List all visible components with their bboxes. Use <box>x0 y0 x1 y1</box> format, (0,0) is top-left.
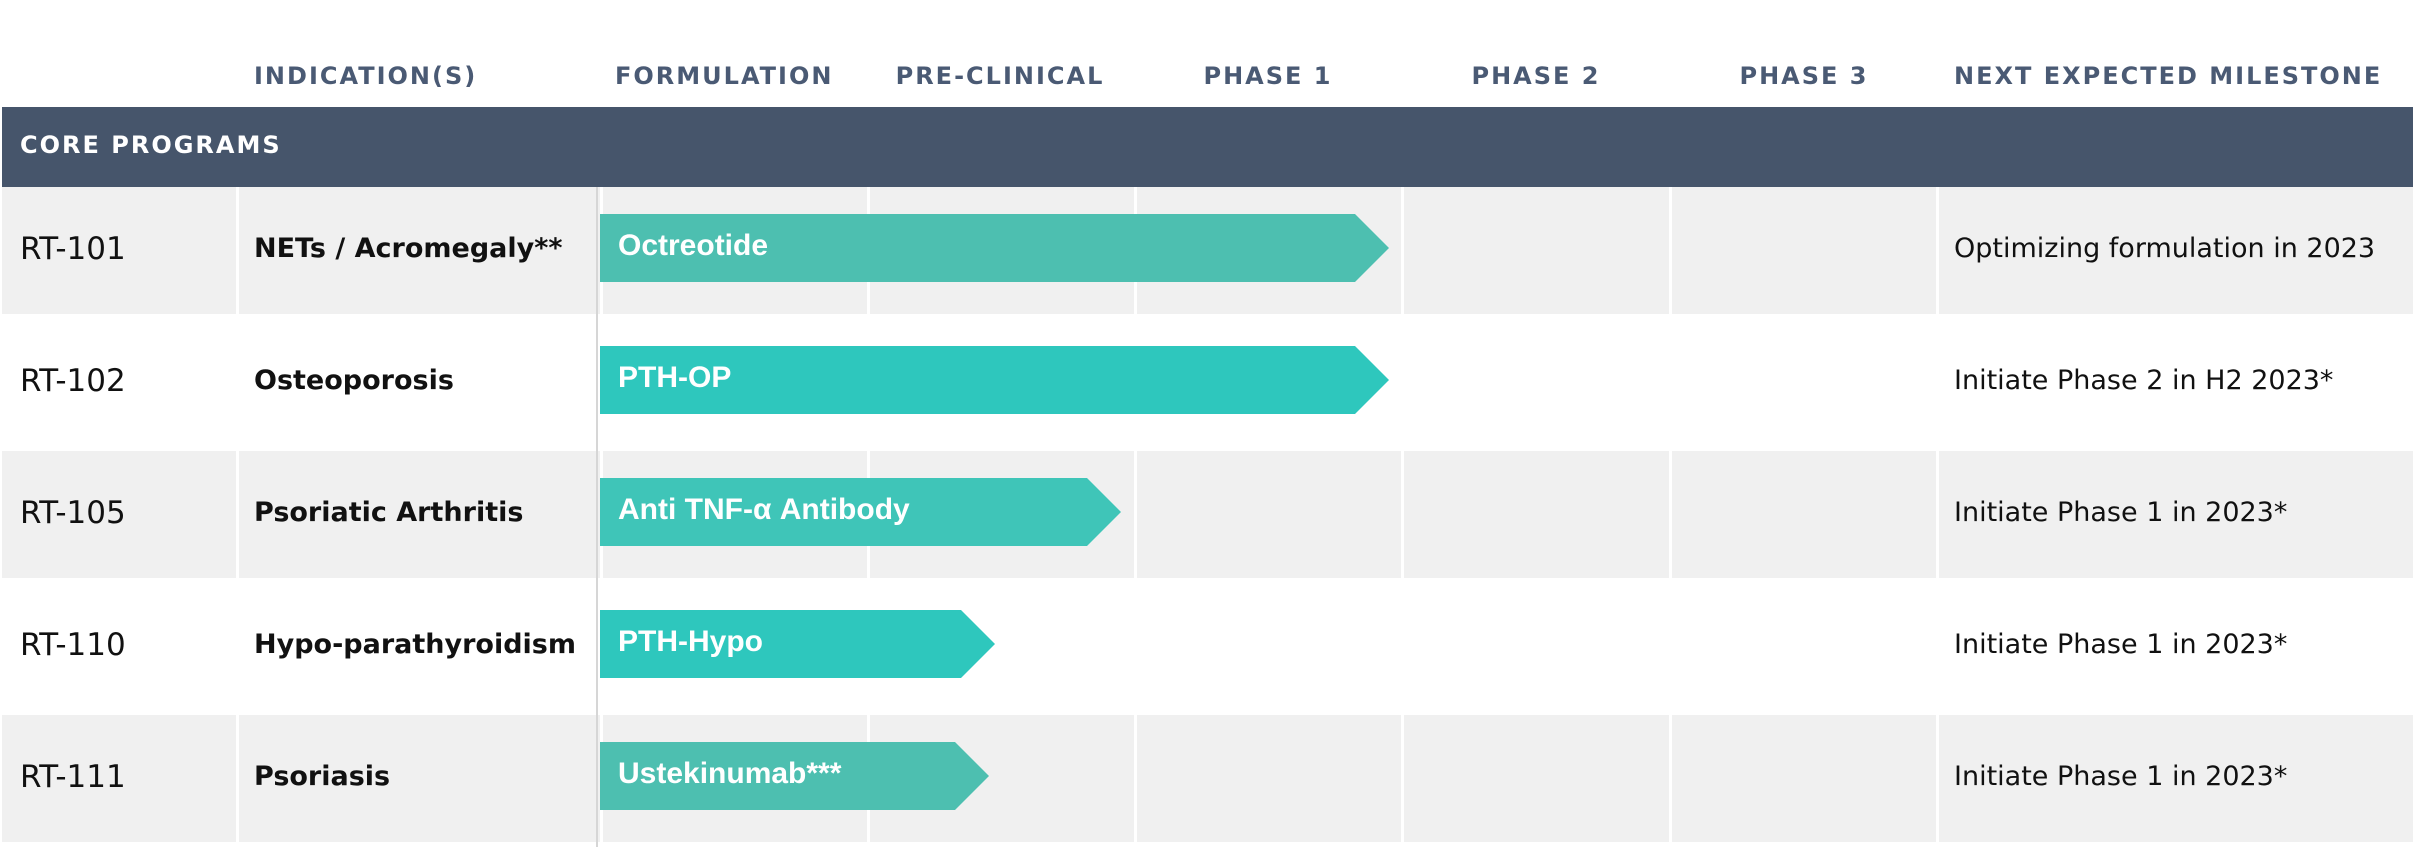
cell-divider <box>1936 187 1939 314</box>
section-label: CORE PROGRAMS <box>20 131 282 159</box>
cell-divider <box>1401 451 1404 578</box>
cell-divider <box>236 715 239 842</box>
progress-arrow: PTH-Hypo <box>600 610 995 678</box>
progress-arrow-shape <box>600 214 1389 282</box>
header-next-milestone: NEXT EXPECTED MILESTONE <box>1954 62 2383 90</box>
next-milestone: Initiate Phase 2 in H2 2023* <box>1954 365 2334 396</box>
asset-label: Ustekinumab*** <box>618 757 842 790</box>
progress-arrow: Anti TNF-α Antibody <box>600 478 1121 546</box>
cell-divider <box>1134 451 1137 578</box>
header-formulation: FORMULATION <box>615 62 834 90</box>
asset-label: PTH-Hypo <box>618 625 763 658</box>
cell-divider <box>1669 187 1672 314</box>
progress-arrow-fill <box>600 610 995 678</box>
progress-arrow: PTH-OP <box>600 346 1389 414</box>
pipeline-row: RT-102 Osteoporosis PTH-OP Initiate Phase 2… <box>2 319 2413 446</box>
progress-arrow-shape <box>600 478 1121 546</box>
cell-divider <box>1669 715 1672 842</box>
progress-arrow-shape <box>600 610 995 678</box>
cell-divider <box>1134 715 1137 842</box>
cell-divider <box>1401 187 1404 314</box>
program-id: RT-111 <box>20 759 126 795</box>
cell-divider <box>236 187 239 314</box>
formulation-axis-line <box>596 187 598 847</box>
indication-label: NETs / Acromegaly** <box>254 233 563 264</box>
progress-arrow: Octreotide <box>600 214 1389 282</box>
pipeline-row: RT-105 Psoriatic Arthritis Anti TNF-α Anti… <box>2 451 2413 578</box>
cell-divider <box>1936 451 1939 578</box>
progress-arrow-fill <box>600 346 1389 414</box>
progress-arrow-shape <box>600 346 1389 414</box>
header-phase3: PHASE 3 <box>1739 62 1869 90</box>
pipeline-row: RT-111 Psoriasis Ustekinumab*** Initiate Ph… <box>2 715 2413 842</box>
progress-arrow-fill <box>600 742 989 810</box>
cell-divider <box>236 451 239 578</box>
indication-label: Hypo-parathyroidism <box>254 629 576 660</box>
indication-label: Psoriasis <box>254 761 391 792</box>
next-milestone: Optimizing formulation in 2023 <box>1954 233 2376 264</box>
indication-label: Osteoporosis <box>254 365 454 396</box>
cell-divider <box>1401 715 1404 842</box>
next-milestone: Initiate Phase 1 in 2023* <box>1954 761 2288 792</box>
pipeline-row: RT-101 NETs / Acromegaly** Octreotide Optim… <box>2 187 2413 314</box>
program-id: RT-102 <box>20 363 126 399</box>
section-band-core-programs: CORE PROGRAMS <box>2 107 2413 187</box>
header-phase2: PHASE 2 <box>1471 62 1601 90</box>
program-id: RT-105 <box>20 495 126 531</box>
indication-label: Psoriatic Arthritis <box>254 497 524 528</box>
progress-arrow: Ustekinumab*** <box>600 742 989 810</box>
next-milestone: Initiate Phase 1 in 2023* <box>1954 629 2288 660</box>
progress-arrow-shape <box>600 742 989 810</box>
cell-divider <box>1669 451 1672 578</box>
program-id: RT-110 <box>20 627 126 663</box>
asset-label: PTH-OP <box>618 361 732 394</box>
pipeline-row: RT-110 Hypo-parathyroidism PTH-Hypo Initiat… <box>2 583 2413 710</box>
asset-label: Anti TNF-α Antibody <box>618 493 910 526</box>
header-phase1: PHASE 1 <box>1203 62 1333 90</box>
program-id: RT-101 <box>20 231 126 267</box>
progress-arrow-fill <box>600 478 1121 546</box>
asset-label: Octreotide <box>618 229 769 262</box>
header-preclinical: PRE-CLINICAL <box>895 62 1105 90</box>
progress-arrow-fill <box>600 214 1389 282</box>
next-milestone: Initiate Phase 1 in 2023* <box>1954 497 2288 528</box>
cell-divider <box>1936 715 1939 842</box>
header-indication: INDICATION(S) <box>254 62 478 90</box>
